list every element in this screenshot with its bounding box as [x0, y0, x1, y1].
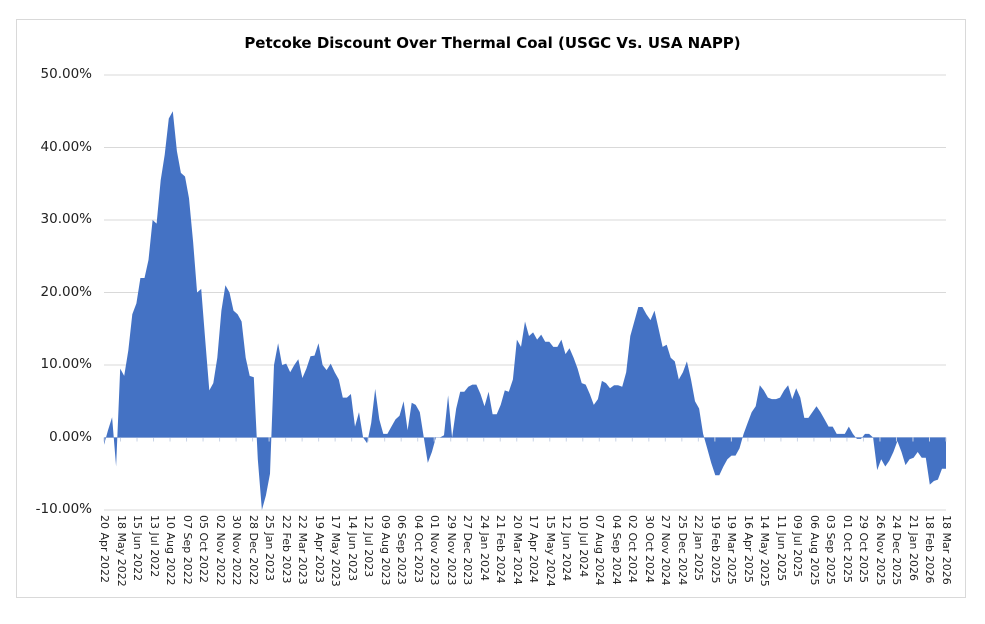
- x-tick-label: 17 May 2023: [329, 515, 343, 587]
- x-tick-label: 01 Oct 2025: [840, 515, 854, 584]
- x-tick-label: 15 May 2024: [543, 515, 557, 587]
- x-tick-label: 09 Jul 2025: [791, 515, 805, 578]
- x-tick-label: 19 Mar 2025: [725, 515, 739, 585]
- x-tick-label: 10 Jul 2024: [576, 515, 590, 578]
- x-tick-label: 05 Oct 2022: [197, 515, 211, 584]
- x-tick-label: 17 Apr 2024: [527, 515, 541, 584]
- x-tick-label: 21 Jan 2026: [906, 515, 920, 581]
- x-tick-label: 06 Sep 2023: [395, 515, 409, 585]
- x-tick-label: 01 Nov 2023: [428, 515, 442, 586]
- x-tick-label: 16 Apr 2025: [741, 515, 755, 584]
- y-tick-label: 50.00%: [40, 66, 92, 82]
- x-tick-label: 19 Feb 2025: [708, 515, 722, 584]
- x-tick-label: 27 Dec 2023: [461, 515, 475, 586]
- area-series: [104, 111, 946, 511]
- x-tick-label: 12 Jun 2024: [560, 515, 574, 582]
- x-tick-label: 18 Mar 2026: [940, 515, 953, 585]
- chart-title: Petcoke Discount Over Thermal Coal (USGC…: [244, 34, 741, 52]
- x-tick-label: 25 Jan 2023: [263, 515, 277, 581]
- x-tick-label: 07 Aug 2024: [593, 515, 607, 586]
- x-tick-label: 18 Feb 2026: [923, 515, 937, 584]
- x-tick-label: 07 Sep 2022: [180, 515, 194, 585]
- x-tick-label: 30 Nov 2022: [230, 515, 244, 586]
- x-tick-label: 14 Jun 2023: [345, 515, 359, 582]
- x-tick-label: 20 Mar 2024: [510, 515, 524, 585]
- x-tick-label: 03 Sep 2025: [824, 515, 838, 585]
- x-tick-label: 29 Oct 2025: [857, 515, 871, 584]
- x-tick-label: 22 Mar 2023: [296, 515, 310, 585]
- x-tick-label: 11 Jun 2025: [774, 515, 788, 582]
- x-tick-label: 29 Nov 2023: [444, 515, 458, 586]
- x-tick-label: 02 Oct 2024: [626, 515, 640, 584]
- x-tick-label: 20 Apr 2022: [98, 515, 111, 584]
- x-tick-label: 30 Oct 2024: [642, 515, 656, 584]
- x-tick-label: 02 Nov 2022: [213, 515, 227, 586]
- x-tick-label: 22 Jan 2025: [692, 515, 706, 581]
- y-tick-label: 20.00%: [40, 283, 92, 300]
- y-tick-label: 10.00%: [40, 356, 92, 372]
- y-tick-label: -10.00%: [35, 501, 92, 517]
- x-tick-label: 14 May 2025: [758, 515, 772, 587]
- x-tick-label: 09 Aug 2023: [378, 515, 392, 586]
- x-tick-label: 21 Feb 2024: [494, 515, 508, 584]
- x-tick-label: 25 Dec 2024: [675, 515, 689, 586]
- y-tick-label: 0.00%: [49, 428, 92, 445]
- y-tick-label: 30.00%: [40, 211, 92, 227]
- x-tick-label: 28 Dec 2022: [246, 515, 260, 586]
- x-tick-label: 12 Jul 2023: [362, 515, 376, 578]
- x-tick-label: 26 Nov 2025: [873, 515, 887, 586]
- x-tick-label: 22 Feb 2023: [279, 515, 293, 584]
- x-tick-label: 27 Nov 2024: [659, 515, 673, 586]
- y-tick-label: 40.00%: [40, 138, 92, 155]
- x-tick-label: 24 Jan 2024: [477, 515, 491, 581]
- x-tick-label: 13 Jul 2022: [147, 515, 161, 578]
- x-tick-label: 04 Sep 2024: [609, 515, 623, 585]
- x-tick-label: 24 Dec 2025: [890, 515, 904, 586]
- x-tick-label: 04 Oct 2023: [411, 515, 425, 584]
- x-tick-label: 18 May 2022: [114, 515, 128, 587]
- x-tick-label: 15 Jun 2022: [131, 515, 145, 582]
- x-tick-label: 19 Apr 2023: [312, 515, 326, 584]
- x-tick-label: 10 Aug 2022: [164, 515, 178, 586]
- x-tick-label: 06 Aug 2025: [807, 515, 821, 586]
